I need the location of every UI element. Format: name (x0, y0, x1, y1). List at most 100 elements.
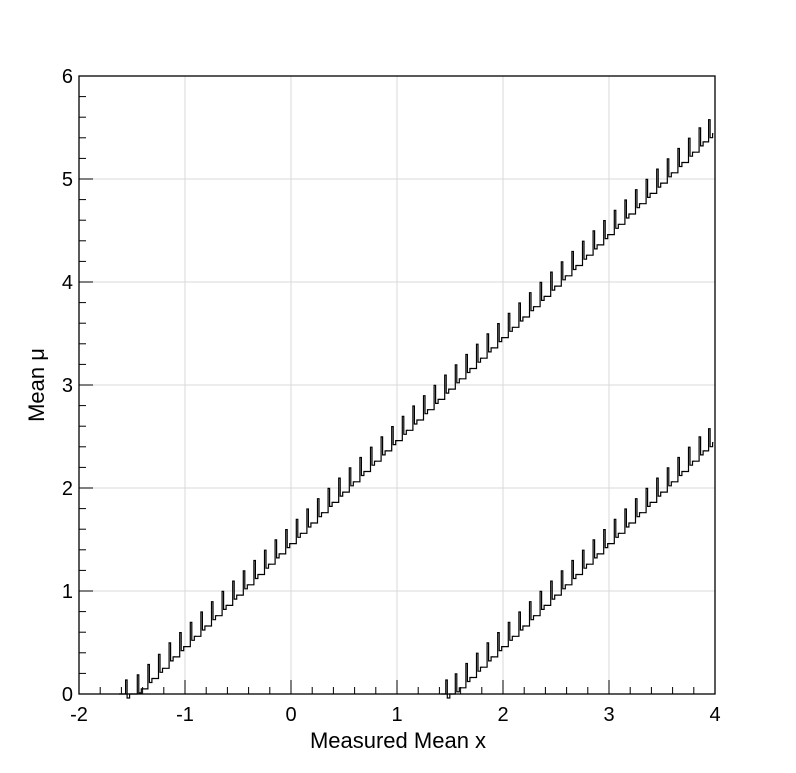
series-1-point (385, 450, 387, 452)
series-1-point (672, 172, 674, 174)
series-1-point (173, 656, 175, 658)
series-1-point (587, 254, 589, 256)
x-tick-label: 3 (603, 704, 614, 726)
series-1-point (619, 223, 621, 225)
y-axis-title: Mean μ (24, 348, 49, 422)
series-1-point (712, 133, 714, 135)
series-1-point (332, 501, 334, 503)
series-1-point (248, 584, 250, 586)
series-1-point (396, 440, 398, 442)
y-tick-label: 3 (62, 375, 73, 397)
series-2-point (661, 491, 663, 493)
series-1-point (682, 161, 684, 164)
series-1-point (343, 491, 345, 493)
series-1-point (703, 141, 706, 143)
series-1-point (566, 275, 568, 277)
series-2-point (502, 646, 504, 648)
y-tick-label: 0 (62, 684, 73, 706)
series-1-point (407, 429, 409, 431)
series-1-point (311, 522, 313, 524)
series-2-point (534, 615, 536, 617)
series-1-point (438, 398, 440, 400)
series-1-point (184, 646, 186, 648)
x-tick-label: -2 (70, 704, 88, 726)
series-layer (118, 119, 714, 699)
series-2-point (619, 532, 621, 534)
series-1-point (258, 573, 260, 576)
y-tick-label: 2 (62, 478, 73, 500)
series-2-point (576, 573, 578, 576)
series-1-point (640, 203, 642, 205)
series-1-point (375, 460, 377, 462)
series-1-point (152, 677, 154, 680)
series-line-1 (119, 119, 714, 699)
x-tick-label: 2 (497, 704, 508, 726)
series-1-point (163, 667, 165, 669)
series-line-2 (441, 428, 714, 699)
y-tick-label: 5 (62, 169, 73, 191)
x-tick-label: 0 (285, 704, 296, 726)
series-2-point (672, 481, 674, 483)
series-2-point (640, 512, 642, 514)
y-tick-label: 4 (62, 272, 73, 294)
series-1-point (513, 326, 515, 328)
series-2-point (682, 470, 684, 473)
series-1-point (576, 264, 578, 267)
series-2-point (544, 604, 547, 607)
series-1-point (237, 594, 239, 596)
series-1-point (364, 470, 366, 473)
series-1-point (417, 419, 419, 421)
series-1-point (226, 604, 228, 607)
series-1-point (449, 388, 451, 390)
series-1-point (290, 543, 292, 545)
series-2-point (513, 635, 515, 637)
series-2-point (693, 460, 695, 462)
series-2-point (597, 553, 600, 555)
series-1-point (269, 563, 271, 565)
x-tick-label: 4 (709, 704, 720, 726)
series-2-point (608, 543, 610, 545)
series-1-point (460, 378, 462, 380)
series-1-point (534, 306, 536, 308)
grid-lines (79, 76, 715, 694)
series-2-point (523, 625, 525, 627)
series-1-point (523, 316, 525, 318)
series-2-point (566, 584, 568, 586)
series-2-point (650, 501, 653, 503)
series-2-point (587, 563, 589, 565)
series-1-point (491, 347, 493, 349)
axis-ticks (78, 75, 716, 695)
series-1-point (544, 295, 547, 297)
series-1-point (693, 151, 695, 153)
x-tick-label: -1 (176, 704, 194, 726)
series-1-point (629, 213, 631, 215)
tick-labels: -2 -1 0 1 2 3 4 0 1 2 3 4 5 6 (62, 66, 721, 726)
series-1-point (555, 285, 557, 287)
series-1-point (279, 553, 281, 555)
x-tick-label: 1 (391, 704, 402, 726)
series-1-point (216, 615, 218, 617)
series-2-point (491, 656, 493, 658)
series-1-point (650, 192, 653, 194)
series-1-point (597, 244, 600, 246)
series-1-point (502, 337, 504, 339)
series-1-point (608, 234, 610, 236)
series-1-point (661, 182, 663, 184)
series-2-point (629, 522, 631, 524)
series-2-point (481, 666, 483, 668)
series-1-point (481, 357, 483, 359)
y-tick-label: 6 (62, 66, 73, 88)
series-1-point (428, 409, 430, 411)
x-axis-title: Measured Mean x (310, 728, 486, 753)
y-tick-label: 1 (62, 581, 73, 603)
series-2-point (703, 450, 706, 452)
series-1-point (322, 512, 324, 514)
series-1-point (301, 532, 303, 534)
series-1-point (354, 481, 356, 483)
series-2-point (470, 676, 472, 679)
series-2-point (712, 442, 714, 444)
series-2-point (555, 594, 557, 596)
series-1-point (470, 367, 472, 370)
